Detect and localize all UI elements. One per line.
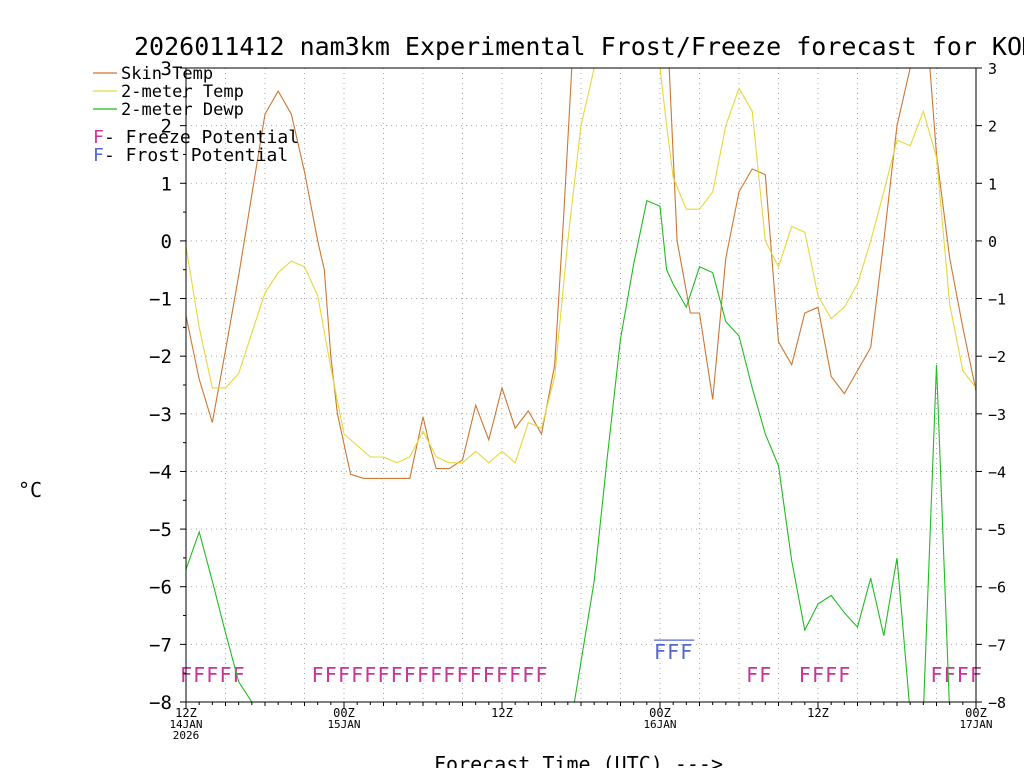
grid-lines <box>186 68 976 702</box>
x-tick-label: 17JAN <box>959 718 992 731</box>
freeze-potential-mark: F <box>944 663 956 687</box>
freeze-potential-mark: F <box>443 663 455 687</box>
series-line-2-meter-temp <box>186 68 976 464</box>
y-tick-label-left: −1 <box>149 289 172 311</box>
y-tick-label-left: 2 <box>161 116 172 138</box>
y-tick-label-right: −3 <box>988 406 1006 424</box>
y-axis-right: 3 2 1 0 −1 −2 −3 −4 −5 −6 −7 −8 <box>976 60 1006 712</box>
freeze-potential-mark: F <box>522 663 534 687</box>
series-lines <box>186 68 976 702</box>
freeze-potential-mark: F <box>838 663 850 687</box>
legend-label: Skin Temp <box>121 64 213 84</box>
freeze-potential-mark: F <box>377 663 389 687</box>
y-tick-label-left: −6 <box>149 577 172 599</box>
y-tick-label-right: −6 <box>988 579 1006 597</box>
y-tick-label-right: 0 <box>988 233 997 251</box>
y-tick-label-left: −3 <box>149 404 172 426</box>
freeze-potential-mark: F <box>746 663 758 687</box>
x-tick-label: 12Z <box>807 706 829 720</box>
y-axis-left: 3 2 1 0 −1 −2 −3 −4 −5 −6 −7 −8 <box>149 58 186 714</box>
freeze-potential-mark: F <box>470 663 482 687</box>
freeze-potential-mark: F <box>799 663 811 687</box>
legend-freeze-label: - Freeze Potential <box>104 127 299 148</box>
freeze-potential-mark: F <box>338 663 350 687</box>
y-tick-label-right: −8 <box>988 694 1006 712</box>
freeze-potential-mark: F <box>364 663 376 687</box>
series-line-2-meter-dewp <box>186 199 950 702</box>
freeze-potential-mark: F <box>456 663 468 687</box>
freeze-potential-mark: F <box>812 663 824 687</box>
freeze-potential-mark: F <box>430 663 442 687</box>
y-tick-label-right: 3 <box>988 60 997 78</box>
x-tick-label: 00Z <box>649 706 671 720</box>
frost-potential-mark: F <box>654 640 666 664</box>
x-tick-label: 14JAN <box>169 718 202 731</box>
freeze-potential-mark: F <box>325 663 337 687</box>
freeze-potential-mark: F <box>404 663 416 687</box>
y-tick-label-right: 2 <box>988 118 997 136</box>
freeze-potential-mark: F <box>351 663 363 687</box>
x-tick-label: 00Z <box>965 706 987 720</box>
legend-label: 2-meter Temp <box>121 82 244 102</box>
frost-potential-mark: F <box>680 640 692 664</box>
x-tick-label: 2026 <box>173 729 200 742</box>
x-tick-label: 12Z <box>491 706 513 720</box>
freeze-potential-mark: F <box>957 663 969 687</box>
freeze-potential-mark: F <box>417 663 429 687</box>
freeze-potential-mark: F <box>509 663 521 687</box>
freeze-potential-mark: F <box>930 663 942 687</box>
freeze-potential-mark: F <box>193 663 205 687</box>
freeze-potential-mark: F <box>496 663 508 687</box>
legend-frost-letter: F <box>93 145 104 166</box>
freeze-potential-mark: F <box>483 663 495 687</box>
y-axis-label: °C <box>18 478 42 502</box>
freeze-potential-mark: F <box>535 663 547 687</box>
y-tick-label-left: −2 <box>149 346 172 368</box>
y-tick-label-left: −4 <box>149 461 172 483</box>
freeze-potential-mark: F <box>759 663 771 687</box>
series-line-skin-temp <box>186 68 976 479</box>
freeze-potential-mark: F <box>391 663 403 687</box>
y-tick-label-left: 1 <box>161 173 172 195</box>
y-tick-label-left: −5 <box>149 519 172 541</box>
freeze-potential-mark: F <box>312 663 324 687</box>
freeze-potential-mark: F <box>825 663 837 687</box>
y-tick-label-left: 0 <box>161 231 172 253</box>
freeze-potential-mark: F <box>219 663 231 687</box>
y-tick-label-right: −4 <box>988 463 1006 481</box>
y-tick-label-right: −5 <box>988 521 1006 539</box>
x-tick-label: 12Z <box>175 706 197 720</box>
x-tick-label: 16JAN <box>643 718 676 731</box>
x-tick-label: 00Z <box>333 706 355 720</box>
chart-title: 2026011412 nam3km Experimental Frost/Fre… <box>134 32 1024 61</box>
y-tick-label-right: 1 <box>988 175 997 193</box>
y-tick-label-right: −1 <box>988 291 1006 309</box>
y-tick-label-right: −2 <box>988 348 1006 366</box>
y-tick-label-left: −7 <box>149 634 172 656</box>
y-tick-label-left: 3 <box>161 58 172 80</box>
y-tick-label-right: −7 <box>988 636 1006 654</box>
legend-frost-label: - Frost Potential <box>104 145 288 166</box>
freeze-potential-mark: F <box>206 663 218 687</box>
legend-freeze-letter: F <box>93 127 104 148</box>
legend-label: 2-meter Dewp <box>121 100 244 120</box>
frost-potential-mark: F <box>667 640 679 664</box>
x-tick-label: 15JAN <box>327 718 360 731</box>
x-axis-label: Forecast Time (UTC) ---> <box>434 752 723 768</box>
y-tick-label-left: −8 <box>149 692 172 714</box>
